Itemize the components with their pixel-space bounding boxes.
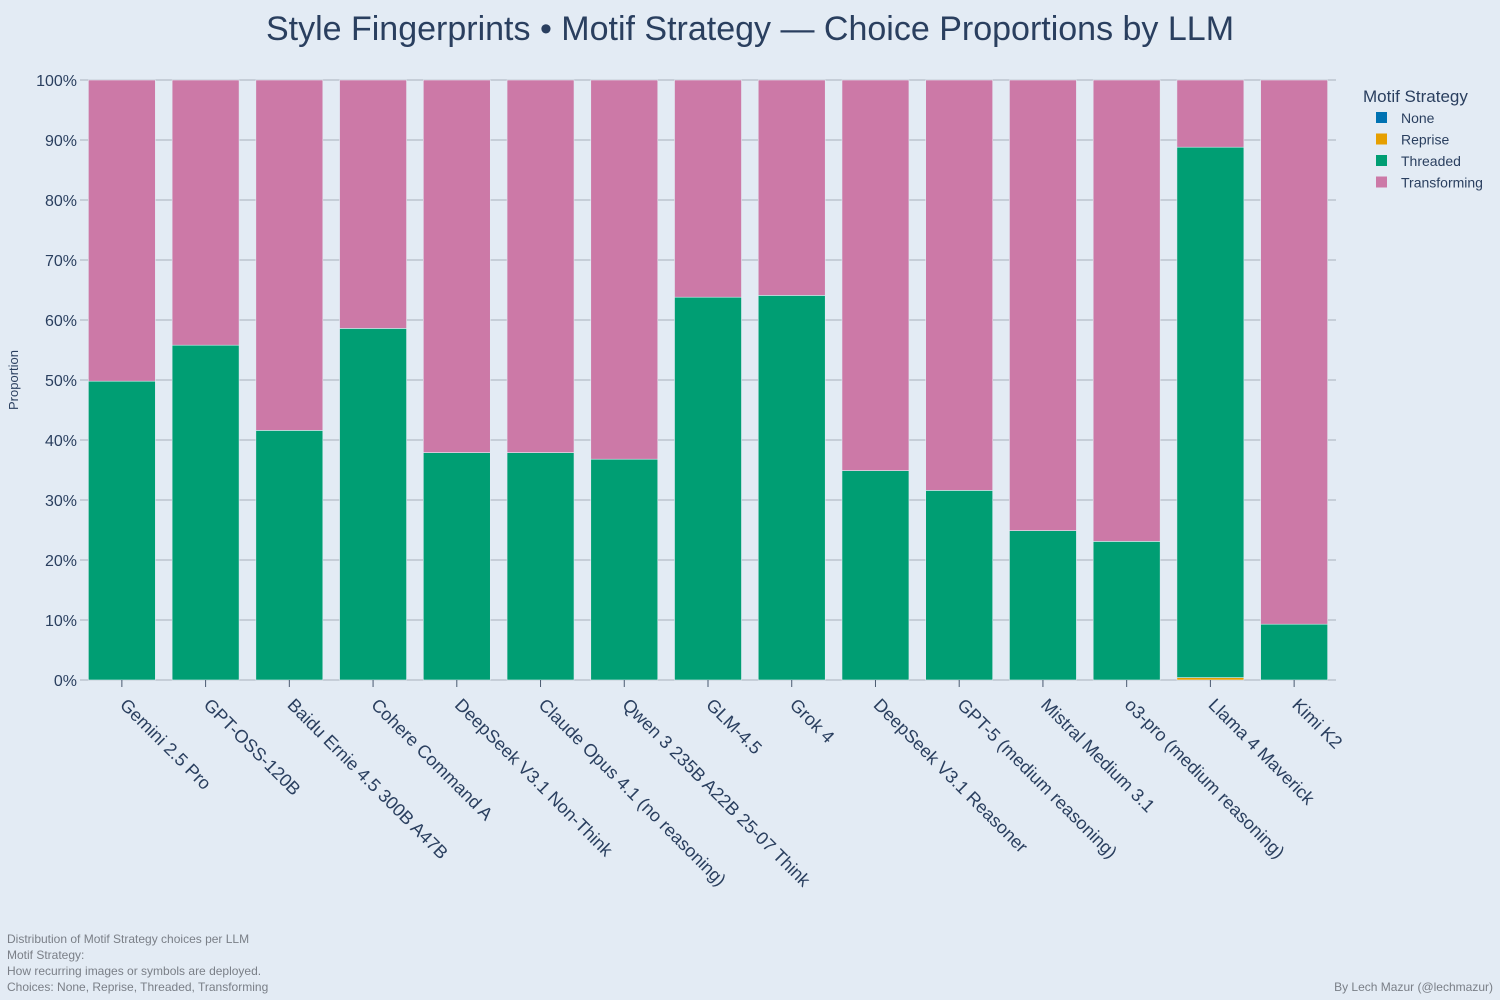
bar-segment-transforming (590, 79, 659, 460)
x-tick-label: Kimi K2 (1288, 695, 1346, 753)
bar-segment-threaded (506, 452, 575, 681)
bar-segment-transforming (339, 79, 407, 329)
bar-segment-transforming (423, 79, 491, 453)
legend-swatch-none (1376, 112, 1387, 123)
footer-note-line: Choices: None, Reprise, Threaded, Transf… (7, 980, 269, 994)
footer-note-line: Motif Strategy: (7, 948, 85, 962)
y-tick-label: 90% (45, 133, 77, 150)
legend-title: Motif Strategy (1363, 87, 1468, 106)
y-tick-label: 50% (45, 373, 77, 390)
legend-label: Reprise (1401, 132, 1449, 148)
bar-segment-threaded (1260, 623, 1328, 681)
x-tick-label: Baidu Ernie 4.5 300B A47B (284, 695, 452, 863)
legend: Motif Strategy None Reprise Threaded Transf… (1363, 87, 1483, 191)
bar-segment-threaded (590, 458, 659, 681)
bar-segment-threaded (255, 430, 324, 681)
y-axis: 0% 10% 20% 30% 40% 50% 60% 70% 80% 90% 100% (36, 73, 77, 690)
bar-segment-reprise (1176, 677, 1245, 681)
bar-segment-threaded (1009, 530, 1077, 681)
bar-segment-transforming (674, 79, 742, 298)
y-tick-label: 20% (45, 553, 77, 570)
footer-credit: By Lech Mazur (@lechmazur) (1334, 980, 1493, 994)
bar-segment-transforming (1260, 79, 1328, 625)
bar-segment-threaded (1176, 146, 1245, 678)
y-tick-label: 80% (45, 193, 77, 210)
bars (88, 79, 1328, 681)
bar-segment-threaded (88, 380, 156, 681)
bar-segment-transforming (171, 79, 240, 346)
bar-segment-transforming (1176, 79, 1245, 148)
bar-segment-transforming (1092, 79, 1161, 542)
bar-segment-transforming (506, 79, 575, 453)
legend-label: None (1401, 110, 1435, 126)
x-tick-label: GPT-5 (medium reasoning) (953, 695, 1121, 863)
legend-swatch-reprise (1376, 133, 1387, 145)
x-tick-label: Grok 4 (786, 695, 838, 747)
x-tick-label: DeepSeek V3.1 Non-Think (451, 695, 617, 861)
bar-segment-threaded (339, 328, 407, 681)
y-tick-label: 70% (45, 253, 77, 270)
bar-segment-transforming (88, 79, 156, 382)
legend-swatch-transforming (1376, 176, 1387, 188)
y-tick-label: 10% (45, 613, 77, 630)
y-tick-label: 30% (45, 493, 77, 510)
chart-title: Style Fingerprints • Motif Strategy — Ch… (266, 10, 1234, 48)
bar-segment-threaded (423, 452, 491, 681)
bar-segment-transforming (841, 79, 910, 471)
footer-note-line: How recurring images or symbols are depl… (7, 964, 262, 978)
bar-segment-transforming (1009, 79, 1077, 531)
y-axis-title: Proportion (6, 350, 21, 410)
bar-segment-transforming (757, 79, 826, 296)
bar-segment-threaded (925, 490, 993, 681)
x-tick-label: GLM-4.5 (702, 695, 766, 759)
bar-segment-threaded (757, 295, 826, 681)
bar-segment-threaded (841, 470, 910, 681)
footer-notes: Distribution of Motif Strategy choices p… (7, 931, 268, 995)
bar-segment-threaded (1092, 541, 1161, 681)
y-tick-label: 0% (54, 673, 77, 690)
legend-label: Transforming (1401, 175, 1483, 191)
y-tick-label: 60% (45, 313, 77, 330)
bar-segment-threaded (674, 296, 742, 681)
x-tick-label: o3-pro (medium reasoning) (1121, 695, 1289, 863)
legend-label: Threaded (1401, 153, 1461, 169)
y-tick-label: 100% (36, 73, 77, 90)
bar-segment-threaded (171, 344, 240, 681)
bar-segment-transforming (255, 79, 324, 431)
footer-note-line: Distribution of Motif Strategy choices p… (7, 932, 250, 946)
bar-segment-transforming (925, 79, 993, 491)
y-tick-label: 40% (45, 433, 77, 450)
x-tick-label: DeepSeek V3.1 Reasoner (870, 695, 1032, 857)
legend-swatch-threaded (1376, 155, 1387, 166)
x-tick-label: Gemini 2.5 Pro (116, 695, 215, 794)
